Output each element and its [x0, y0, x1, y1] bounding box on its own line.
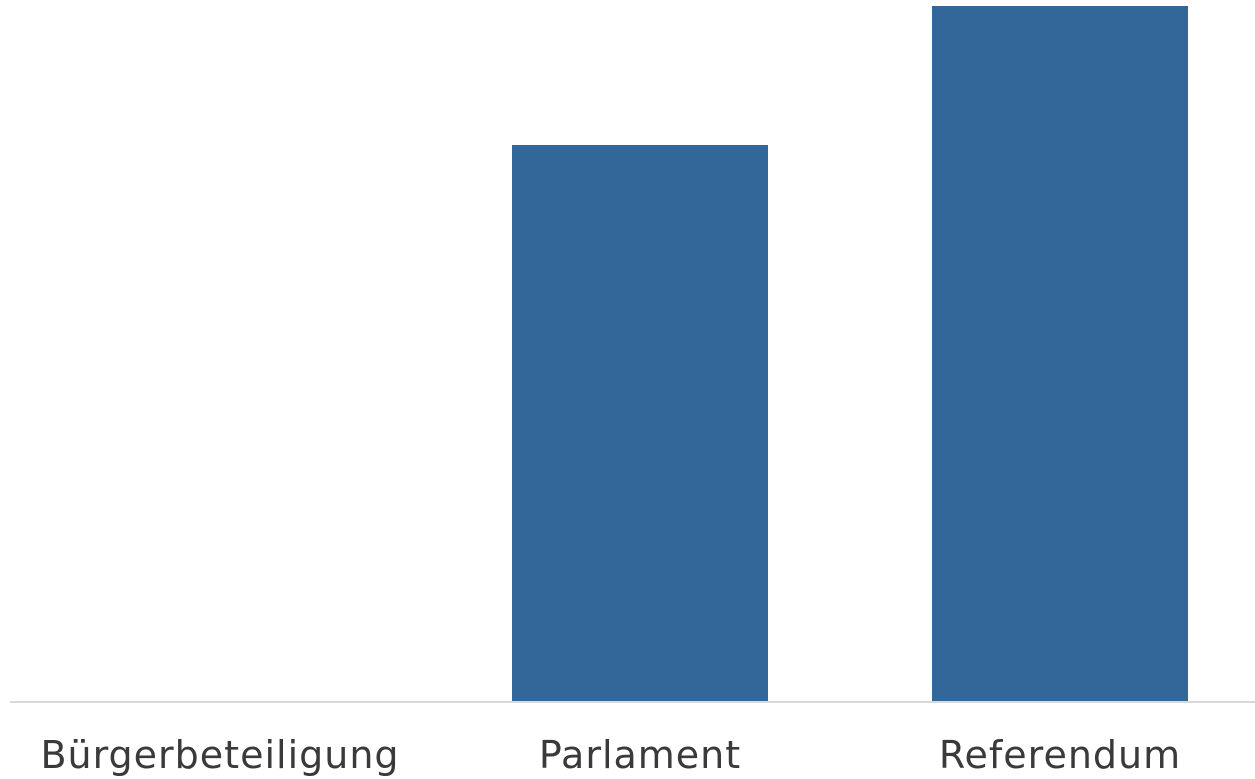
bars-layer	[512, 6, 1188, 701]
x-tick-label: Bürgerbeteiligung	[40, 733, 399, 777]
x-tick-label: Referendum	[939, 733, 1181, 777]
x-axis-labels: Bürgerbeteiligung Parlament Referendum	[40, 733, 1181, 777]
bar-parlament	[512, 145, 768, 701]
bar-referendum	[932, 6, 1188, 701]
x-tick-label: Parlament	[539, 733, 741, 777]
